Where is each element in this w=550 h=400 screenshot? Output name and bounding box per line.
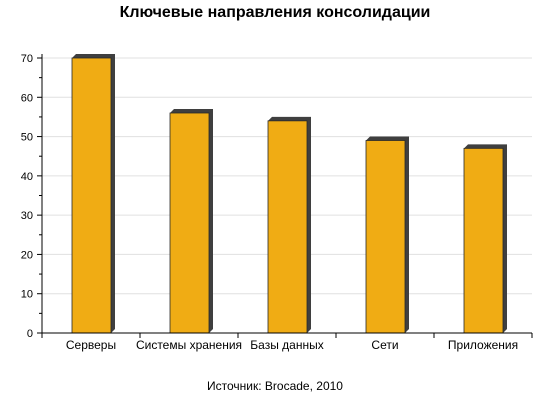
- y-tick-label: 0: [27, 328, 33, 340]
- bar: [71, 57, 112, 334]
- bar: [365, 140, 406, 334]
- x-tick-label: Базы данных: [250, 338, 323, 352]
- bar: [463, 147, 504, 334]
- y-tick-label: 20: [21, 249, 33, 261]
- y-tick-label: 70: [21, 53, 33, 65]
- y-tick-label: 30: [21, 210, 33, 222]
- y-tick-label: 60: [21, 92, 33, 104]
- bar: [169, 112, 210, 334]
- bar-group: [169, 109, 213, 334]
- axes: [37, 54, 533, 338]
- x-tick-label: Серверы: [66, 338, 116, 352]
- x-tick-label: Системы хранения: [136, 338, 242, 352]
- bar-group: [365, 136, 409, 334]
- y-tick-labels: 0 10 20 30 40 50 60 70: [21, 53, 33, 340]
- bar-group: [71, 54, 115, 334]
- y-tick-label: 10: [21, 289, 33, 301]
- y-tick-label: 50: [21, 132, 33, 144]
- x-tick-label: Приложения: [448, 338, 518, 352]
- bars: [71, 54, 507, 334]
- bar: [267, 120, 308, 334]
- x-tick-label: Сети: [371, 338, 398, 352]
- bar-group: [463, 144, 507, 334]
- x-tick-labels: Серверы Системы хранения Базы данных Сети Пр…: [66, 338, 518, 352]
- chart-source: Источник: Brocade, 2010: [207, 379, 343, 393]
- chart-title: Ключевые направления консолидации: [119, 4, 431, 21]
- y-tick-label: 40: [21, 171, 33, 183]
- bar-group: [267, 116, 311, 334]
